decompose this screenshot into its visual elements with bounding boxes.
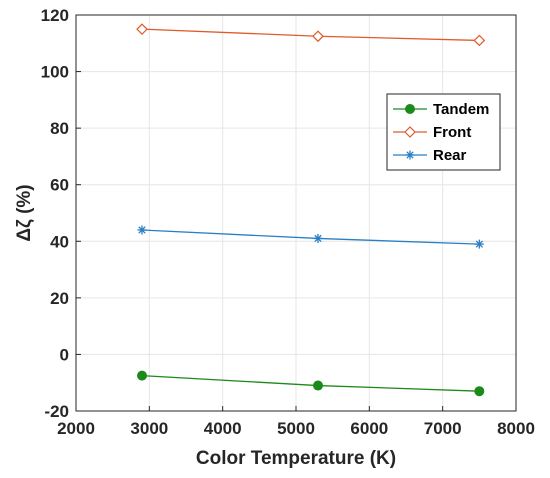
series-rear xyxy=(137,225,484,249)
data-point-front xyxy=(312,30,324,43)
y-tick-label: 120 xyxy=(41,6,69,25)
y-tick-label: 20 xyxy=(50,289,69,308)
data-point-rear xyxy=(474,239,484,249)
series-tandem xyxy=(137,370,485,397)
y-tick-label: 60 xyxy=(50,176,69,195)
legend-item-front: Front xyxy=(393,124,471,141)
y-tick-label: 40 xyxy=(50,232,69,251)
data-point-front xyxy=(136,23,148,35)
y-axis-label: Δζ (%) xyxy=(14,184,35,241)
legend-label: Tandem xyxy=(433,101,489,118)
x-tick-label: 4000 xyxy=(204,419,242,438)
x-tick-label: 2000 xyxy=(57,419,95,438)
data-point-tandem xyxy=(313,380,323,391)
x-tick-label: 8000 xyxy=(497,419,535,438)
x-tick-label: 6000 xyxy=(350,419,388,438)
data-point-tandem xyxy=(474,386,485,397)
grid xyxy=(75,14,517,412)
series-line-rear xyxy=(141,229,480,245)
data-point-front xyxy=(473,34,486,47)
y-tick-label: 100 xyxy=(41,63,69,82)
legend-marker xyxy=(405,150,415,160)
series-line-front xyxy=(141,28,480,42)
x-tick-label: 5000 xyxy=(277,419,315,438)
legend-label: Rear xyxy=(433,147,467,164)
series-layer xyxy=(136,23,486,397)
legend-item-rear: Rear xyxy=(393,147,467,164)
data-point-rear xyxy=(137,225,147,235)
legend-label: Front xyxy=(433,124,471,141)
x-tick-label: 7000 xyxy=(424,419,462,438)
series-line-tandem xyxy=(141,374,480,392)
legend-item-tandem: Tandem xyxy=(393,101,489,118)
data-point-rear xyxy=(313,233,323,243)
y-tick-label: -20 xyxy=(44,402,69,421)
y-tick-label: 0 xyxy=(60,345,69,364)
legend-marker xyxy=(404,126,416,138)
legend-marker xyxy=(405,104,415,114)
data-point-tandem xyxy=(137,370,147,381)
y-tick-label: 80 xyxy=(50,119,69,138)
x-axis-label: Color Temperature (K) xyxy=(196,448,396,469)
series-front xyxy=(136,23,486,47)
axis-ticks: 2000 3000 4000 5000 6000 7000 8000 -20 0 20 40 60 80… xyxy=(41,6,535,438)
legend: Tandem Front Rear xyxy=(386,93,501,171)
x-tick-label: 3000 xyxy=(130,419,168,438)
